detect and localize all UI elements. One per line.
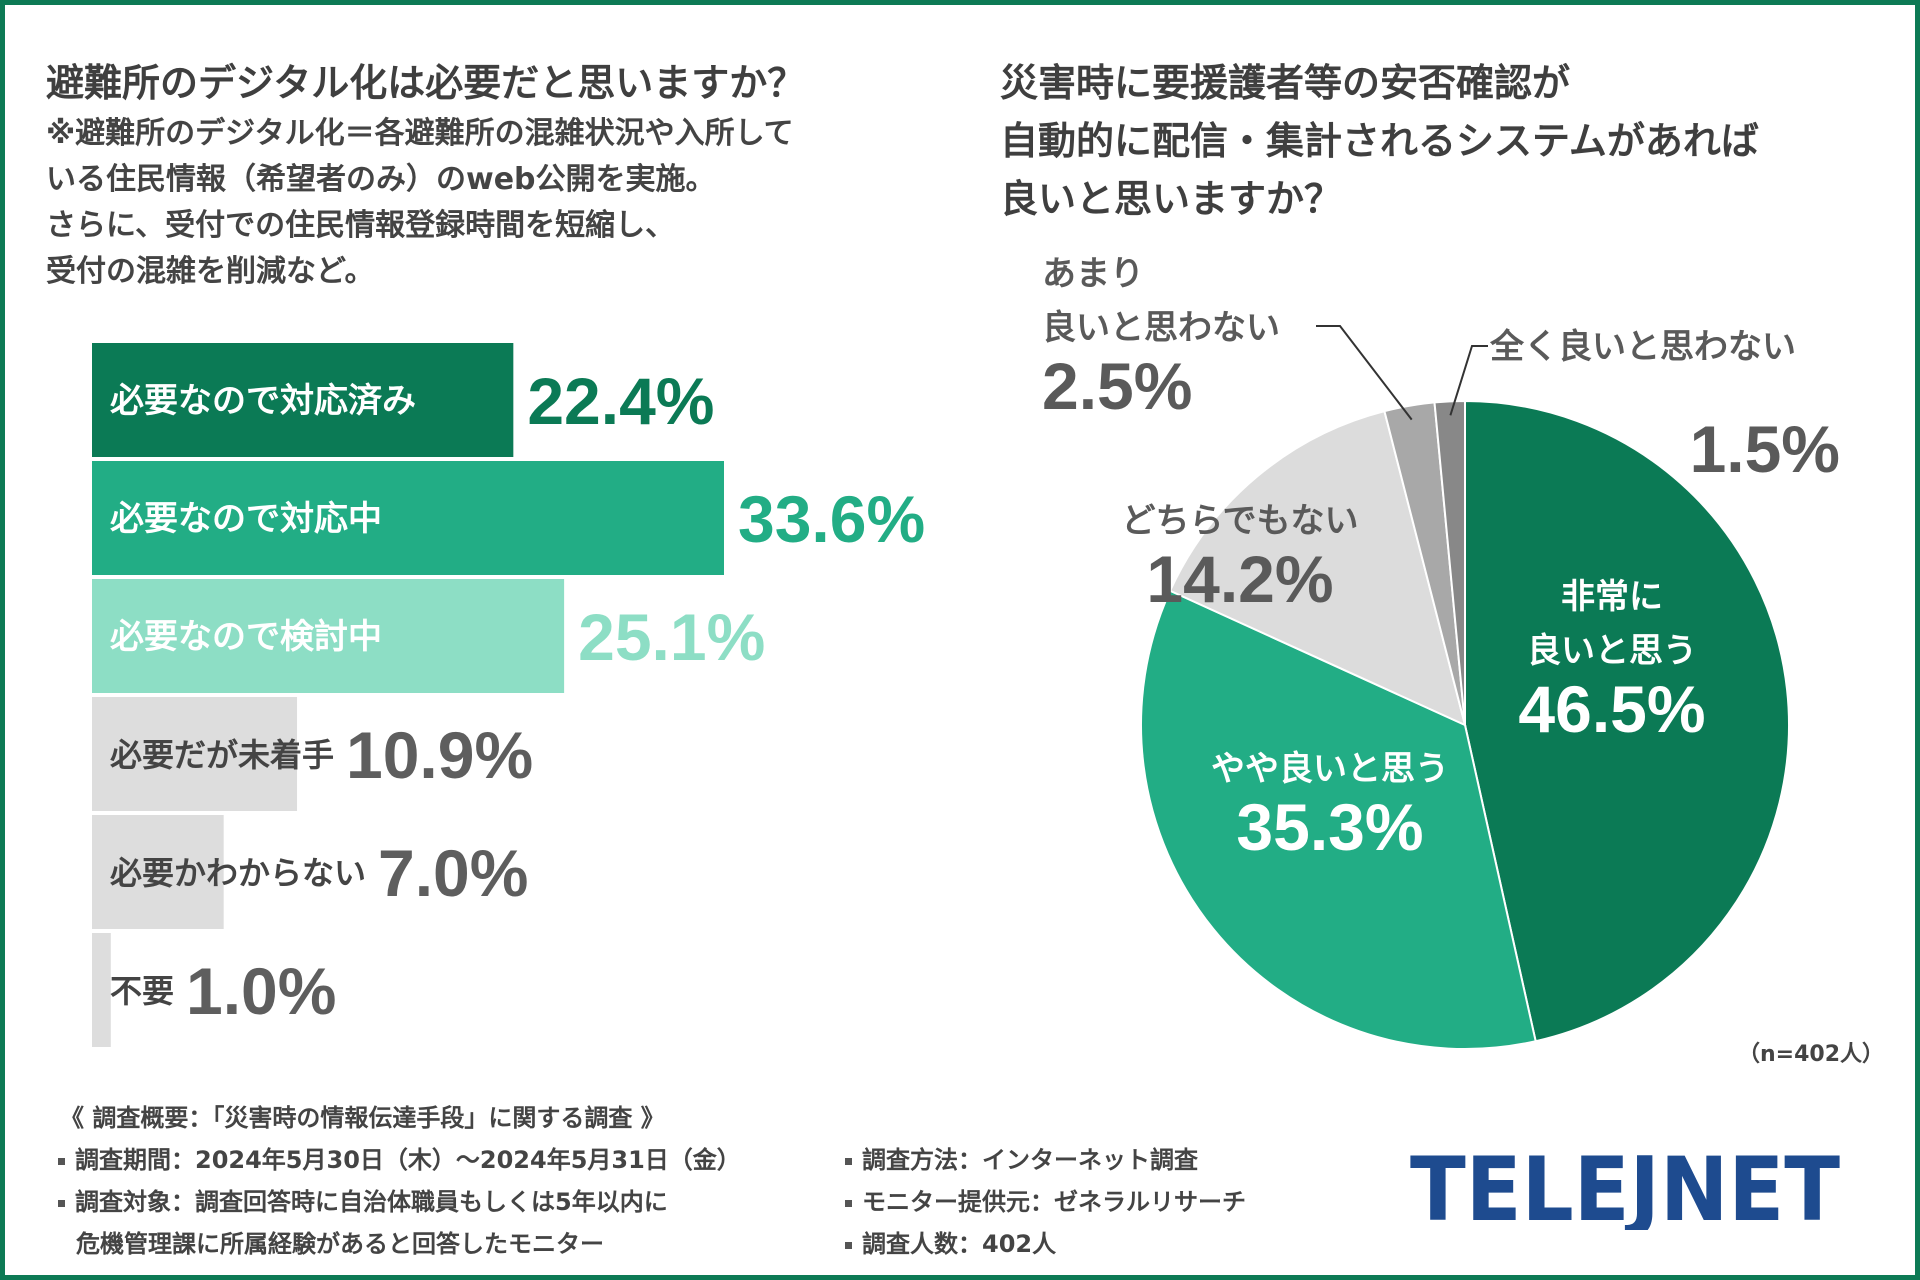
pie-chart-title-line-2: 自動的に配信・集計されるシステムがあれば	[1000, 119, 1759, 163]
pie-slice-5	[1433, 399, 1466, 726]
pie-category-label: 非常に	[1561, 577, 1663, 617]
telenet-logo: TELEJNET	[1410, 1148, 1840, 1230]
bar-category-label: 必要なので対応中	[110, 499, 382, 539]
bullet-icon	[845, 1241, 852, 1249]
note-line-3: さらに、受付での住民情報登録時間を短縮し、	[46, 208, 676, 243]
pie-category-label: 全く良いと思わない	[1489, 327, 1796, 367]
bullet-icon	[58, 1199, 65, 1207]
survey-target-continued: 危機管理課に所属経験があると回答したモニター	[76, 1230, 604, 1258]
survey-count-text: 調査人数：402人	[862, 1230, 1057, 1258]
survey-period: 調査期間：2024年5月30日（木）～2024年5月31日（金）	[58, 1140, 741, 1175]
bar-2	[92, 461, 724, 575]
bar-6	[92, 933, 111, 1047]
survey-summary-heading: 《 調査概要：「災害時の情報伝達手段」に関する調査 》	[60, 1104, 665, 1132]
bar-value-label: 7.0%	[378, 836, 528, 910]
note-line-2: いる住民情報（希望者のみ）のweb公開を実施。	[46, 162, 716, 197]
bar-value-label: 10.9%	[346, 718, 533, 792]
pie-value-label: 46.5%	[1518, 672, 1705, 746]
survey-provider: モニター提供元：ゼネラルリサーチ	[845, 1182, 1246, 1217]
sample-size-note: （n=402人）	[1738, 1042, 1885, 1067]
bar-value-label: 33.6%	[738, 482, 925, 556]
pie-leader-line	[1316, 325, 1413, 421]
bar-chart-title: 避難所のデジタル化は必要だと思いますか？	[46, 61, 806, 105]
pie-category-label: 良いと思わない	[1042, 308, 1280, 348]
bar-1	[92, 343, 514, 457]
bar-value-label: 22.4%	[527, 364, 714, 438]
pie-value-label: 14.2%	[1146, 542, 1333, 616]
survey-method: 調査方法：インターネット調査	[845, 1140, 1198, 1175]
bar-5	[92, 815, 224, 929]
bar-4	[92, 697, 298, 811]
pie-value-label: 35.3%	[1236, 790, 1423, 864]
pie-chart-title-line-3: 良いと思いますか？	[1000, 177, 1343, 221]
pie-slice-3	[1168, 409, 1467, 727]
pie-category-label: あまり	[1042, 254, 1144, 294]
survey-method-text: 調査方法：インターネット調査	[862, 1146, 1198, 1174]
survey-target: 調査対象：調査回答時に自治体職員もしくは5年以内に	[58, 1182, 668, 1217]
bullet-icon	[845, 1157, 852, 1165]
bar-value-label: 1.0%	[186, 954, 336, 1028]
note-line-1: ※避難所のデジタル化＝各避難所の混雑状況や入所して	[46, 116, 794, 151]
bar-category-label: 必要なので検討中	[110, 617, 382, 657]
bar-chart: 必要なので対応済み 22.4% 必要なので対応中 33.6% 必要なので検討中 25.1%…	[92, 343, 925, 1047]
survey-target-text: 調査対象：調査回答時に自治体職員もしくは5年以内に	[75, 1188, 668, 1216]
pie-value-label: 2.5%	[1042, 349, 1192, 423]
bar-category-label: 必要なので対応済み	[110, 381, 416, 421]
bar-3	[92, 579, 565, 693]
pie-category-label: どちらでもない	[1122, 501, 1359, 541]
pie-leader-line	[1449, 345, 1488, 416]
survey-provider-text: モニター提供元：ゼネラルリサーチ	[862, 1188, 1246, 1216]
bullet-icon	[58, 1157, 65, 1165]
bar-category-label: 不要	[110, 972, 174, 1010]
logo-text: TELEJNET	[1410, 1148, 1840, 1230]
pie-chart-title-line-1: 災害時に要援護者等の安否確認が	[1000, 61, 1571, 105]
bar-category-label: 必要だが未着手	[110, 736, 334, 774]
pie-slice-1	[1464, 399, 1790, 1043]
pie-value-label: 1.5%	[1690, 412, 1840, 486]
bullet-icon	[845, 1199, 852, 1207]
survey-count: 調査人数：402人	[845, 1224, 1056, 1259]
pie-slice-2	[1140, 589, 1537, 1050]
pie-category-label: やや良いと思う	[1211, 749, 1449, 789]
pie-category-label: 良いと思う	[1527, 631, 1697, 671]
bar-value-label: 25.1%	[578, 600, 765, 674]
bar-category-label: 必要かわからない	[110, 854, 366, 892]
survey-period-text: 調査期間：2024年5月30日（木）～2024年5月31日（金）	[75, 1146, 741, 1174]
note-line-4: 受付の混雑を削減など。	[46, 254, 375, 289]
